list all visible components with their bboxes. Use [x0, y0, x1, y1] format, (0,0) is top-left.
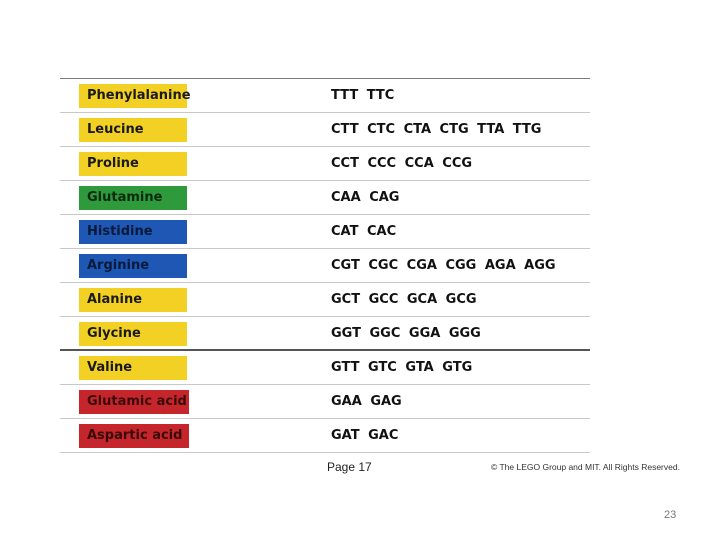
amino-acid-label: Leucine — [79, 118, 187, 142]
table-row: Glutamic acid GAA GAG — [60, 385, 590, 419]
codon-list: GAT GAC — [331, 428, 399, 443]
table-row: Glutamine CAA CAG — [60, 181, 590, 215]
amino-acid-label: Glycine — [79, 322, 187, 346]
page-label: Page 17 — [327, 460, 372, 474]
amino-acid-label: Alanine — [79, 288, 187, 312]
codon-list: GGT GGC GGA GGG — [331, 326, 481, 341]
codon-list: CAA CAG — [331, 190, 400, 205]
amino-acid-label: Glutamine — [79, 186, 187, 210]
table-row: Arginine CGT CGC CGA CGG AGA AGG — [60, 249, 590, 283]
codon-list: TTT TTC — [331, 88, 395, 103]
codon-list: CTT CTC CTA CTG TTA TTG — [331, 122, 542, 137]
codon-list: CAT CAC — [331, 224, 397, 239]
table-row: Aspartic acid GAT GAC — [60, 419, 590, 453]
table-row: Histidine CAT CAC — [60, 215, 590, 249]
table-row: Alanine GCT GCC GCA GCG — [60, 283, 590, 317]
amino-acid-label: Glutamic acid — [79, 390, 189, 414]
amino-acid-label: Proline — [79, 152, 187, 176]
amino-acid-label: Histidine — [79, 220, 187, 244]
amino-acid-label: Arginine — [79, 254, 187, 278]
copyright-notice: © The LEGO Group and MIT. All Rights Res… — [491, 462, 680, 472]
amino-acid-label: Valine — [79, 356, 187, 380]
table-row: Proline CCT CCC CCA CCG — [60, 147, 590, 181]
slide-number: 23 — [664, 509, 677, 521]
codon-table: Phenylalanine TTT TTC Leucine CTT CTC CT… — [60, 78, 590, 453]
table-row: Leucine CTT CTC CTA CTG TTA TTG — [60, 113, 590, 147]
amino-acid-label: Aspartic acid — [79, 424, 189, 448]
codon-list: CCT CCC CCA CCG — [331, 156, 473, 171]
table-row: Glycine GGT GGC GGA GGG — [60, 317, 590, 351]
table-row: Valine GTT GTC GTA GTG — [60, 351, 590, 385]
codon-list: GAA GAG — [331, 394, 402, 409]
table-row: Phenylalanine TTT TTC — [60, 79, 590, 113]
codon-list: CGT CGC CGA CGG AGA AGG — [331, 258, 556, 273]
amino-acid-label: Phenylalanine — [79, 84, 191, 108]
codon-list: GCT GCC GCA GCG — [331, 292, 477, 307]
codon-list: GTT GTC GTA GTG — [331, 360, 473, 375]
